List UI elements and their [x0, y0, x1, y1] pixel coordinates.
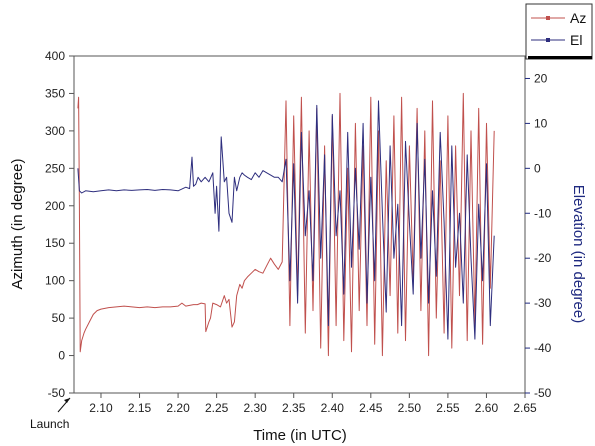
left-y-axis: -50 0 50 100 150 200 250 300 350 400 — [45, 49, 74, 400]
y-left-tick-label: 100 — [45, 274, 65, 288]
y-right-tick-label: 20 — [534, 71, 548, 85]
left-y-axis-title: Azimuth (in degree) — [9, 159, 26, 290]
y-left-tick-label: 300 — [45, 124, 65, 138]
x-tick-label: 2.40 — [321, 401, 345, 415]
x-tick-label: 2.65 — [513, 401, 537, 415]
x-tick-label: 2.60 — [475, 401, 499, 415]
y-left-tick-label: 200 — [45, 199, 65, 213]
x-tick-label: 2.10 — [89, 401, 113, 415]
y-left-tick-label: 250 — [45, 161, 65, 175]
y-right-tick-label: -40 — [534, 341, 552, 355]
y-left-tick-label: -50 — [48, 386, 66, 400]
legend-el-marker — [546, 38, 550, 42]
x-tick-label: 2.30 — [243, 401, 267, 415]
y-left-tick-label: 0 — [58, 349, 65, 363]
launch-label: Launch — [30, 417, 69, 431]
x-tick-label: 2.50 — [398, 401, 422, 415]
y-right-tick-label: 10 — [534, 116, 548, 130]
launch-annotation: Launch — [30, 398, 70, 431]
legend-az-marker — [546, 16, 550, 20]
x-tick-label: 2.25 — [205, 401, 229, 415]
legend-az-label: Az — [570, 10, 586, 26]
right-y-axis: -50 -40 -30 -20 -10 0 10 20 — [525, 71, 552, 400]
y-left-tick-label: 350 — [45, 86, 65, 100]
y-left-tick-label: 150 — [45, 236, 65, 250]
y-right-tick-label: -50 — [534, 386, 552, 400]
x-tick-label: 2.55 — [436, 401, 460, 415]
x-tick-label: 2.15 — [128, 401, 152, 415]
legend-el-label: El — [570, 32, 582, 48]
x-axis-title: Time (in UTC) — [253, 427, 347, 444]
y-left-tick-label: 400 — [45, 49, 65, 63]
right-y-axis-title: Elevation (in degree) — [570, 185, 587, 323]
y-right-tick-label: 0 — [534, 161, 541, 175]
x-axis: 2.10 2.15 2.20 2.25 2.30 2.35 2.40 2.45 2.50 2.55… — [89, 393, 537, 415]
legend-shadow — [528, 56, 592, 59]
legend: Az El — [526, 4, 592, 59]
x-tick-label: 2.20 — [166, 401, 190, 415]
y-right-tick-label: -30 — [534, 296, 552, 310]
y-left-tick-label: 50 — [52, 311, 66, 325]
y-right-tick-label: -20 — [534, 251, 552, 265]
x-tick-label: 2.35 — [282, 401, 306, 415]
x-tick-label: 2.45 — [359, 401, 383, 415]
y-right-tick-label: -10 — [534, 206, 552, 220]
